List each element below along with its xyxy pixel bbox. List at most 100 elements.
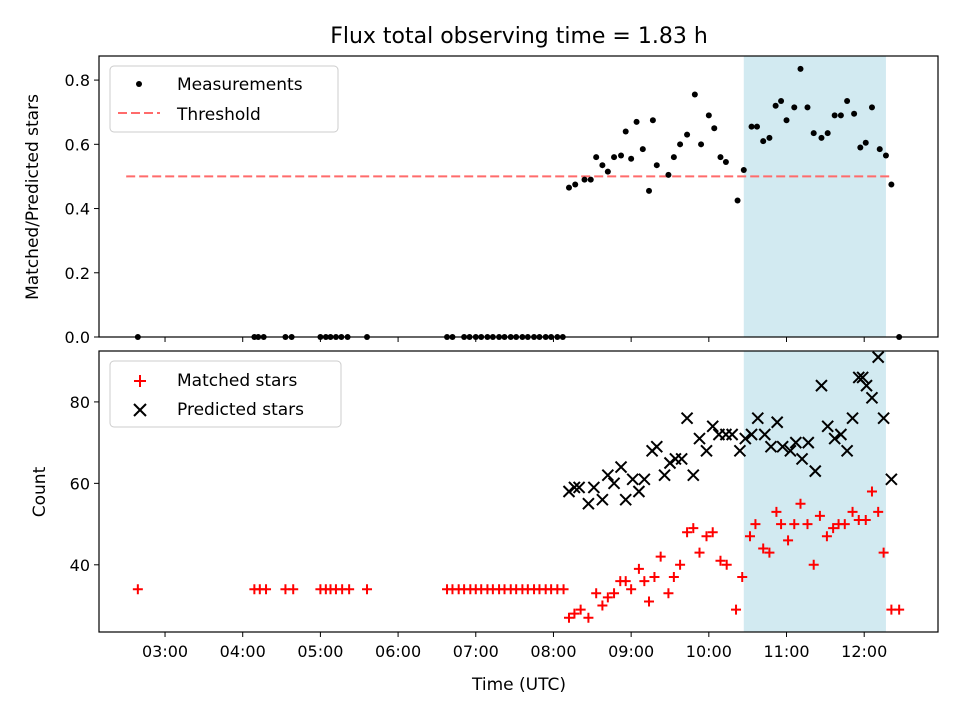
- predicted-star-point: [650, 440, 663, 453]
- bottom-predicted-layer: [562, 350, 898, 510]
- top-legend-box: [109, 65, 339, 133]
- measurement-point: [831, 112, 838, 119]
- measurement-point: [604, 168, 611, 175]
- highlight-band: [743, 56, 886, 337]
- measurement-point: [599, 162, 606, 169]
- top-points-layer: [134, 65, 903, 340]
- matched-star-point: [569, 608, 580, 619]
- measurement-point: [824, 130, 831, 137]
- predicted-star-point: [632, 485, 646, 498]
- matched-star-point: [597, 600, 608, 611]
- y-tick-label: 0.0: [65, 328, 90, 347]
- matched-star-point: [649, 572, 660, 583]
- matched-star-point: [878, 547, 889, 558]
- predicted-star-point: [789, 436, 803, 449]
- measurement-point: [565, 184, 572, 191]
- matched-star-point: [362, 584, 373, 595]
- predicted-star-point: [607, 477, 621, 490]
- predicted-star-point: [626, 473, 639, 486]
- predicted-star-point: [815, 379, 828, 392]
- measurement-point: [665, 171, 672, 178]
- measurement-point: [766, 134, 773, 141]
- predicted-star-point: [680, 411, 694, 425]
- predicted-star-point: [687, 469, 700, 482]
- matched-star-point: [688, 523, 699, 534]
- matched-star-point: [894, 604, 905, 615]
- y-tick-label: 60: [70, 474, 90, 493]
- matched-star-point: [721, 559, 732, 570]
- predicted-star-point: [658, 469, 671, 482]
- measurement-point: [653, 162, 660, 169]
- matched-star-point: [591, 588, 602, 599]
- predicted-star-point: [846, 411, 859, 425]
- bottom-matched-layer: [132, 486, 905, 623]
- measurement-point: [876, 146, 883, 153]
- predicted-star-point: [675, 452, 688, 466]
- matched-star-point: [558, 584, 569, 595]
- measurement-point: [862, 139, 869, 146]
- top-y-axis-label: Matched/Predicted stars: [23, 94, 43, 300]
- matched-star-point: [821, 531, 832, 542]
- measurement-point: [639, 146, 646, 153]
- measurement-point: [734, 197, 741, 204]
- matched-star-point: [288, 584, 299, 595]
- measurement-point: [760, 138, 767, 145]
- predicted-star-point: [860, 379, 873, 392]
- matched-star-point: [783, 535, 794, 546]
- predicted-star-point: [745, 428, 758, 441]
- predicted-star-point: [700, 444, 713, 457]
- measurement-point: [888, 181, 895, 188]
- y-tick-label: 0.4: [65, 200, 90, 219]
- predicted-star-point: [587, 481, 601, 494]
- predicted-star-point: [865, 391, 879, 405]
- x-tick-label: 03:00: [142, 642, 188, 661]
- matched-star-point: [866, 486, 877, 497]
- matched-star-point: [808, 559, 819, 570]
- highlight-band: [743, 351, 886, 632]
- matched-star-point: [668, 572, 679, 583]
- predicted-star-point: [871, 350, 885, 364]
- predicted-star-point: [739, 432, 752, 445]
- measurement-point: [748, 123, 755, 130]
- matched-star-point: [602, 592, 613, 603]
- measurement-point: [722, 158, 729, 165]
- measurement-point: [628, 155, 635, 162]
- bottom-highlight-layer: [743, 351, 886, 632]
- matched-star-point: [563, 612, 574, 623]
- bottom-legend: Matched stars Predicted stars: [109, 360, 342, 428]
- predicted-star-point: [834, 428, 848, 441]
- matched-star-point: [847, 506, 858, 517]
- legend-predicted-label: Predicted stars: [177, 400, 304, 420]
- predicted-star-point: [877, 411, 890, 425]
- matched-star-point: [675, 559, 686, 570]
- bottom-panel: 40 60 80 03:00 04:00 05:00 06:00 07:00 08:00 09:…: [30, 350, 939, 695]
- measurement-point: [797, 65, 804, 72]
- measurement-point: [772, 102, 779, 109]
- top-highlight-layer: [743, 56, 886, 337]
- matched-star-point: [860, 515, 871, 526]
- matched-star-point: [737, 572, 748, 583]
- matched-star-point: [626, 584, 637, 595]
- measurement-point: [818, 134, 825, 141]
- legend-predicted-marker: [133, 403, 147, 417]
- x-tick-label: 11:00: [763, 642, 809, 661]
- matched-star-point: [764, 547, 775, 558]
- matched-star-point: [771, 506, 782, 517]
- bottom-axes-frame: [98, 350, 939, 633]
- predicted-star-point: [828, 432, 841, 445]
- matched-star-point: [344, 584, 355, 595]
- x-tick-label: 10:00: [686, 642, 732, 661]
- bottom-x-ticks: 03:00 04:00 05:00 06:00 07:00 08:00 09:00 10:00…: [142, 632, 887, 661]
- measurement-point: [684, 131, 691, 138]
- top-y-ticks: 0.0 0.2 0.4 0.6 0.8: [65, 71, 99, 347]
- matched-star-point: [873, 506, 884, 517]
- measurement-point: [622, 128, 629, 135]
- top-legend: Measurements Threshold: [109, 65, 339, 133]
- measurement-point: [753, 123, 760, 130]
- predicted-star-point: [733, 444, 747, 457]
- predicted-star-point: [751, 411, 764, 425]
- measurement-point: [868, 104, 875, 111]
- matched-star-point: [609, 588, 620, 599]
- predicted-star-point: [770, 416, 784, 429]
- predicted-star-point: [856, 371, 869, 384]
